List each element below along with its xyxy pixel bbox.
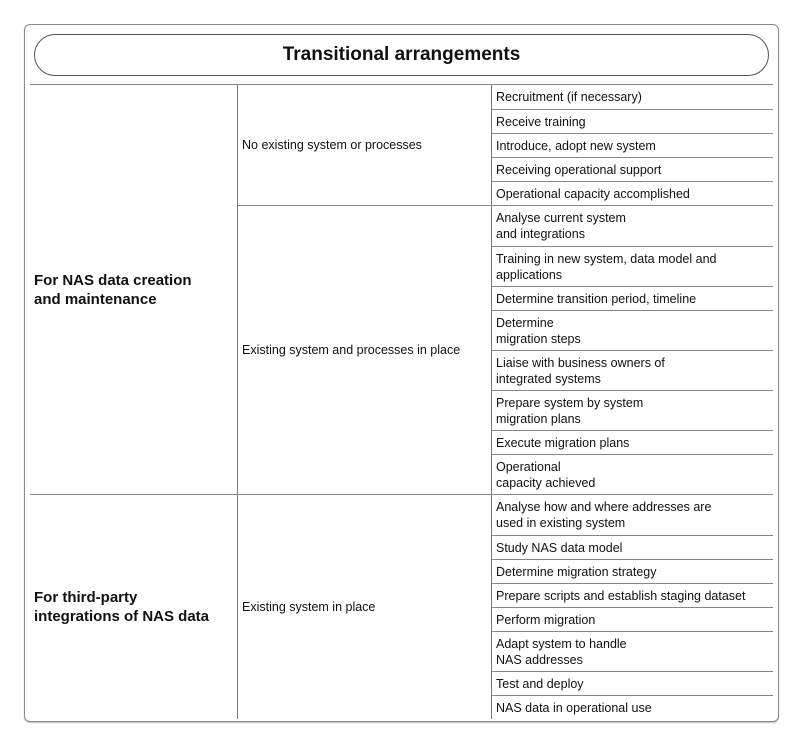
category-label: For NAS data creation and maintenance (34, 271, 192, 308)
step-item: NAS data in operational use (492, 695, 773, 719)
situation-label: No existing system or processes (242, 138, 422, 152)
situation-column: Existing system in place Analyse how and … (237, 495, 773, 719)
category-label: For third-party integrations of NAS data (34, 589, 210, 625)
arrangements-table: For NAS data creation and maintenance No … (30, 84, 773, 719)
step-item: Prepare scripts and establish staging da… (492, 583, 773, 607)
diagram-title: Transitional arrangements (34, 34, 769, 76)
step-item: Determine migration steps (492, 310, 773, 350)
step-item: Study NAS data model (492, 535, 773, 559)
step-item: Test and deploy (492, 671, 773, 695)
situation-label: Existing system in place (242, 600, 376, 614)
situation-column: No existing system or processes Recruitme… (237, 85, 773, 494)
steps-list: Analyse current system and integrations T… (491, 206, 773, 494)
step-item: Receiving operational support (492, 157, 773, 181)
step-item: Training in new system, data model and a… (492, 246, 773, 286)
step-item: Prepare system by system migration plans (492, 390, 773, 430)
steps-list: Recruitment (if necessary) Receive traini… (491, 85, 773, 205)
step-item: Liaise with business owners of integrate… (492, 350, 773, 390)
step-item: Execute migration plans (492, 430, 773, 454)
step-item: Analyse current system and integrations (496, 211, 626, 241)
step-item: Determine transition period, timeline (492, 286, 773, 310)
steps-list: Analyse how and where addresses are used… (491, 495, 773, 719)
step-item: Recruitment (if necessary) (496, 90, 642, 104)
category-group: For NAS data creation and maintenance No … (30, 84, 773, 494)
step-item: Determine migration strategy (492, 559, 773, 583)
step-item: Introduce, adopt new system (492, 133, 773, 157)
step-item: Analyse how and where addresses are used… (496, 500, 712, 530)
step-item: Operational capacity achieved (492, 454, 773, 494)
step-item: Adapt system to handle NAS addresses (492, 631, 773, 671)
situation-group: Existing system and processes in place An… (237, 205, 773, 494)
category-group: For third-party integrations of NAS data… (30, 494, 773, 719)
diagram-frame (24, 24, 779, 722)
situation-group: Existing system in place Analyse how and … (237, 495, 773, 719)
step-item: Perform migration (492, 607, 773, 631)
step-item: Receive training (492, 109, 773, 133)
step-item: Operational capacity accomplished (492, 181, 773, 205)
situation-label: Existing system and processes in place (242, 343, 461, 357)
situation-group: No existing system or processes Recruitme… (237, 85, 773, 205)
